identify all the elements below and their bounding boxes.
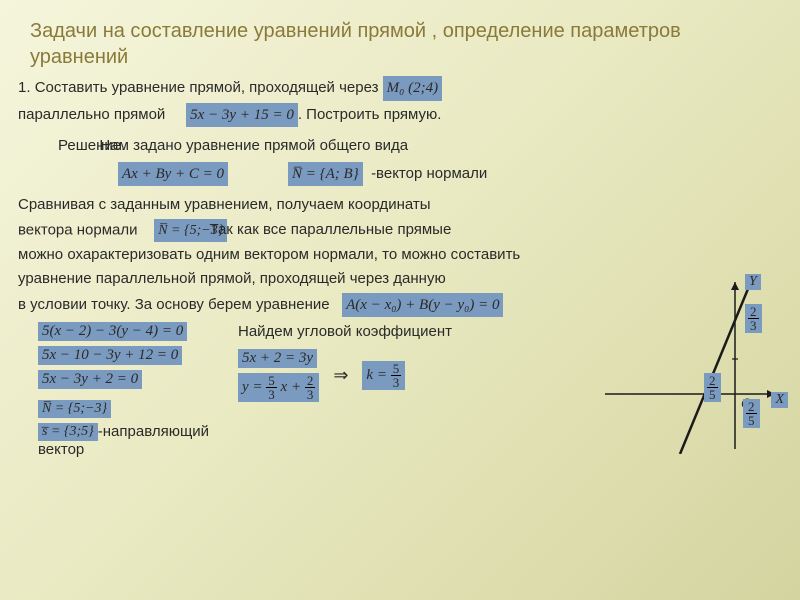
find-slope-text: Найдем угловой коэффициент xyxy=(238,323,452,340)
y-tick-neg-label: 25 xyxy=(743,399,760,428)
xtick-den: 5 xyxy=(707,388,718,401)
highlight-k: k = 53 xyxy=(362,361,405,390)
highlight-normal-vec: N̅ = {A; B} xyxy=(288,162,363,187)
task-line-2: параллельно прямой 5x − 3y + 15 = 0. Пос… xyxy=(18,103,782,128)
solution-general-line: Решение. Нам задано уравнение прямой общ… xyxy=(18,135,782,158)
content-area: 1. Составить уравнение прямой, проходяще… xyxy=(0,76,800,459)
task-line-1: 1. Составить уравнение прямой, проходяще… xyxy=(18,76,782,101)
para-l2a: вектора нормали xyxy=(18,221,138,238)
ytick-pos-num: 2 xyxy=(748,305,759,319)
highlight-point-normal-eq: A(x − x₀) + B(y − y₀) = 0 xyxy=(342,293,503,318)
x-tick-label: 25 xyxy=(704,373,721,402)
line-graph: X Y O 23 25 25 xyxy=(605,274,790,454)
k-eq-prefix: k = xyxy=(366,367,387,383)
task-text-2: параллельно прямой xyxy=(18,106,165,123)
y-axis-arrow xyxy=(731,282,739,290)
arrow-icon: ⇒ xyxy=(333,365,348,386)
normal-vec-label: -вектор нормали xyxy=(371,165,487,182)
para-l5: в условии точку. За основу берем уравнен… xyxy=(18,296,330,313)
page-title: Задачи на составление уравнений прямой ,… xyxy=(0,0,800,74)
highlight-s-vec: s̅ = {3;5} xyxy=(38,423,98,441)
highlight-slope-y: y = 53 x + 23 xyxy=(238,373,319,402)
general-form-text: Нам задано уравнение прямой общего вида xyxy=(99,137,408,154)
highlight-slope-step1: 5x + 2 = 3y xyxy=(238,349,317,368)
highlight-step3: 5x − 3y + 2 = 0 xyxy=(38,370,142,389)
ytick-neg-num: 2 xyxy=(746,400,757,414)
xtick-num: 2 xyxy=(707,374,718,388)
task-text-3: . Построить прямую. xyxy=(298,106,442,123)
general-eq-row: Ax + By + C = 0 N̅ = {A; B} -вектор норм… xyxy=(18,162,782,187)
frac2-num: 2 xyxy=(305,374,316,388)
x-axis-label: X xyxy=(771,392,788,408)
plotted-line xyxy=(680,284,750,454)
highlight-step1: 5(x − 2) − 3(y − 4) = 0 xyxy=(38,322,187,341)
frac1-num: 5 xyxy=(266,374,277,388)
highlight-n-again: N̅ = {5;−3} xyxy=(38,400,111,418)
frac1-den: 3 xyxy=(266,388,277,401)
ytick-neg-den: 5 xyxy=(746,414,757,427)
highlight-general-eq: Ax + By + C = 0 xyxy=(118,162,228,187)
para-line-3: можно охарактеризовать одним вектором но… xyxy=(18,244,782,267)
k-den: 3 xyxy=(391,376,402,389)
task-text-1: Составить уравнение прямой, проходящей ч… xyxy=(35,79,379,96)
frac2-den: 3 xyxy=(305,388,316,401)
k-num: 5 xyxy=(391,362,402,376)
para-line-2: вектора нормали N̅ = {5;−3} Так как все … xyxy=(18,219,782,242)
y-eq-prefix: y = xyxy=(242,379,263,395)
slope-mid: x + xyxy=(281,379,302,395)
highlight-point-m0: M₀ (2;4) xyxy=(383,76,442,101)
para-line-1: Сравнивая с заданным уравнением, получае… xyxy=(18,194,782,217)
ytick-pos-den: 3 xyxy=(748,319,759,332)
highlight-step2: 5x − 10 − 3y + 12 = 0 xyxy=(38,346,182,365)
graph-svg xyxy=(605,274,790,454)
task-number: 1. xyxy=(18,79,31,96)
y-tick-pos-label: 23 xyxy=(745,304,762,333)
para-l2b: Так как все параллельные прямые xyxy=(209,221,451,238)
highlight-given-line: 5x − 3y + 15 = 0 xyxy=(186,103,298,128)
y-axis-label: Y xyxy=(745,274,761,290)
